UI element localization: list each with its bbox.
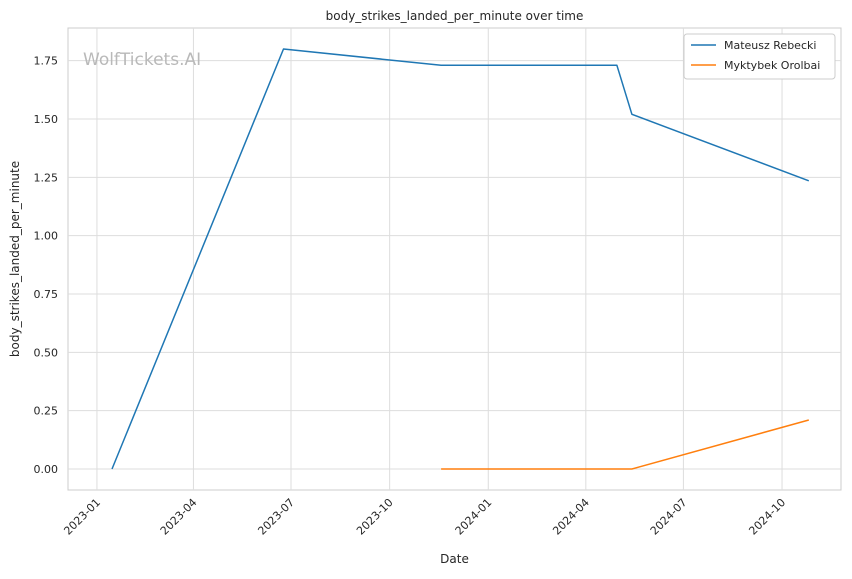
y-axis-label: body_strikes_landed_per_minute xyxy=(8,161,22,357)
x-tick-label: 2023-07 xyxy=(255,496,297,538)
series-line-mateusz-rebecki xyxy=(111,48,810,470)
x-tick-label: 2023-04 xyxy=(158,496,200,538)
legend: Mateusz Rebecki Myktybek Orolbai xyxy=(683,33,836,80)
x-axis-ticks: 2023-01 2023-04 2023-07 2023-10 2024-01 2024-… xyxy=(61,496,788,538)
y-tick-label: 1.25 xyxy=(34,171,59,184)
x-tick-label: 2024-07 xyxy=(648,496,690,538)
chart-title: body_strikes_landed_per_minute over time xyxy=(326,9,584,23)
x-axis-label: Date xyxy=(440,552,469,566)
legend-box xyxy=(683,33,836,80)
series-layer xyxy=(111,48,810,470)
plot-area xyxy=(67,27,842,491)
series-line-myktybek-orolbai xyxy=(441,419,810,470)
legend-label-mateusz-rebecki: Mateusz Rebecki xyxy=(724,39,816,52)
watermark: WolfTickets.AI xyxy=(83,50,201,70)
x-tick-label: 2024-01 xyxy=(453,496,495,538)
y-axis-ticks: 0.00 0.25 0.50 0.75 1.00 1.25 1.50 1.75 xyxy=(34,55,59,476)
x-tick-label: 2023-10 xyxy=(354,496,396,538)
grid xyxy=(68,28,841,490)
y-tick-label: 0.50 xyxy=(34,346,59,359)
legend-label-myktybek-orolbai: Myktybek Orolbai xyxy=(724,59,820,72)
y-tick-label: 1.50 xyxy=(34,113,59,126)
y-tick-label: 0.75 xyxy=(34,288,59,301)
x-tick-label: 2024-10 xyxy=(746,496,788,538)
y-tick-label: 0.25 xyxy=(34,405,59,418)
y-tick-label: 1.75 xyxy=(34,55,59,68)
x-tick-label: 2023-01 xyxy=(61,496,103,538)
y-tick-label: 0.00 xyxy=(34,463,59,476)
y-tick-label: 1.00 xyxy=(34,230,59,243)
x-tick-label: 2024-04 xyxy=(550,496,592,538)
